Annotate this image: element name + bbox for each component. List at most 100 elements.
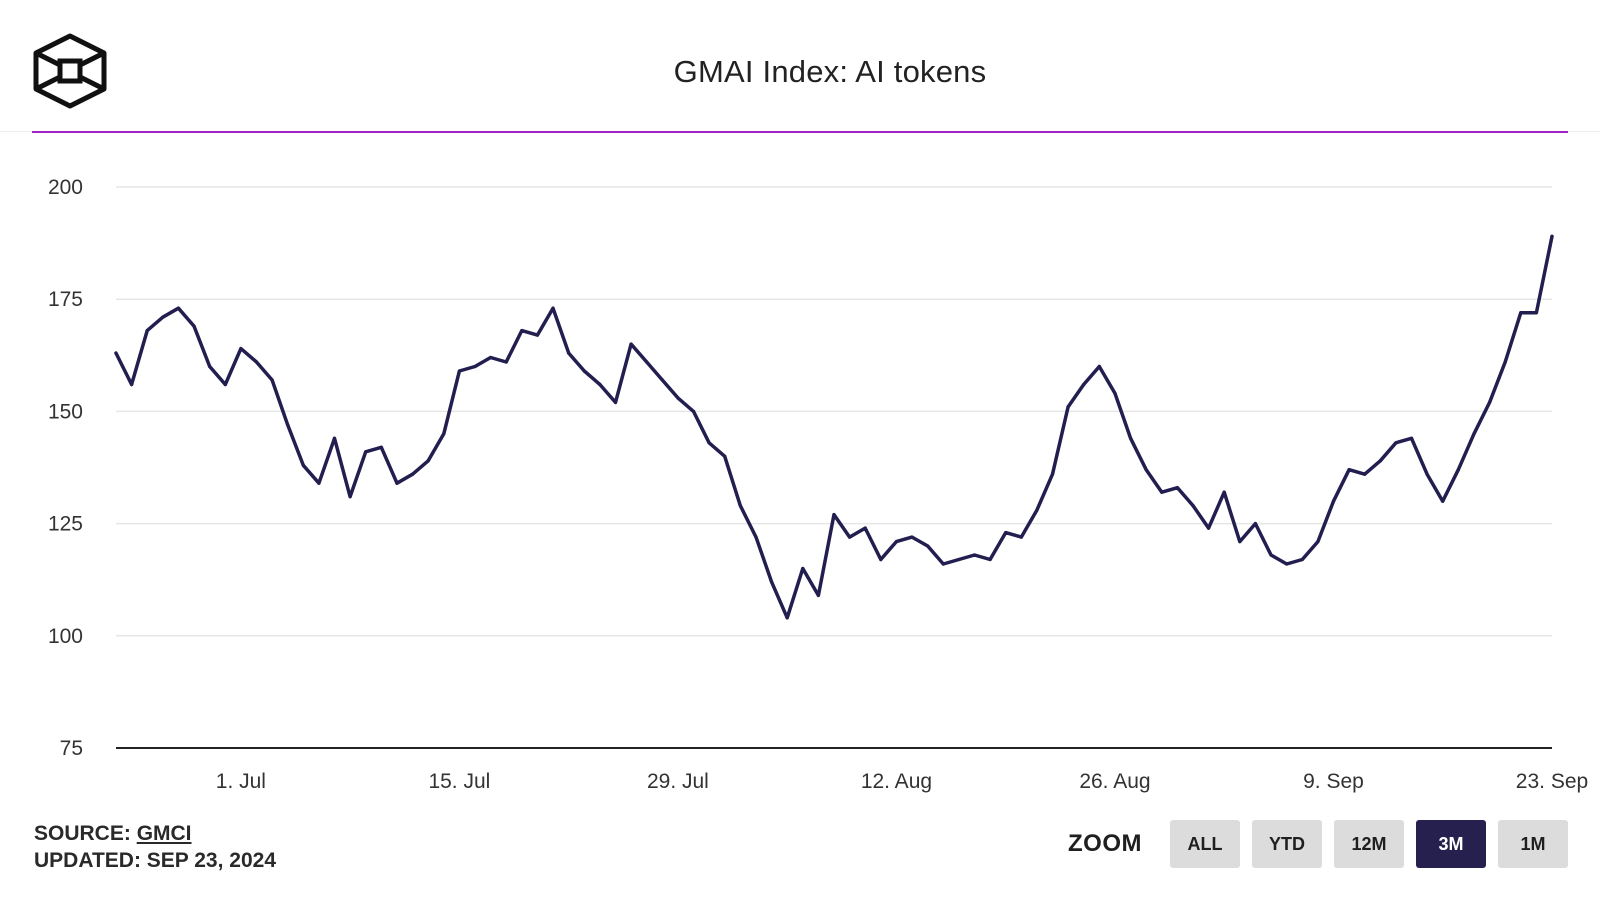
data-point — [1082, 382, 1086, 387]
x-tick-label: 29. Jul — [647, 770, 709, 793]
data-point — [1347, 468, 1351, 472]
x-axis-ticks: 1. Jul 15. Jul 29. Jul 12. Aug 26. Aug 9. Sep… — [216, 770, 1588, 793]
y-tick-label: 100 — [48, 625, 83, 648]
data-point — [988, 557, 992, 562]
data-point — [582, 369, 586, 373]
data-point — [1472, 432, 1476, 436]
data-point — [1550, 234, 1554, 238]
data-point — [1534, 311, 1538, 315]
y-tick-label: 150 — [48, 400, 83, 423]
data-point — [1175, 486, 1179, 490]
data-point — [723, 454, 727, 458]
data-point — [660, 378, 664, 382]
data-point — [941, 562, 945, 566]
grid-lines — [116, 186, 1552, 637]
zoom-3m-button[interactable]: 3M — [1416, 820, 1486, 868]
zoom-label: ZOOM — [1068, 830, 1142, 857]
x-tick-label: 23. Sep — [1516, 770, 1588, 793]
data-point — [1128, 436, 1133, 440]
data-point — [192, 324, 196, 328]
x-tick-label: 15. Jul — [428, 770, 490, 793]
data-point — [1363, 472, 1367, 476]
data-point — [1191, 504, 1195, 508]
zoom-controls: ZOOM ALL YTD 12M 3M 1M — [1068, 820, 1568, 868]
data-point — [504, 360, 508, 364]
footer: SOURCE: GMCI UPDATED: SEP 23, 2024 — [34, 820, 276, 874]
data-point — [254, 360, 259, 364]
data-point — [676, 396, 680, 400]
data-point — [801, 566, 805, 571]
data-point — [1066, 405, 1070, 409]
data-point — [1456, 468, 1460, 472]
data-point — [1050, 472, 1055, 476]
gmci-logo — [33, 33, 107, 109]
data-point — [161, 315, 165, 319]
updated-line: UPDATED: SEP 23, 2024 — [34, 849, 276, 872]
data-point — [239, 346, 243, 351]
data-point — [426, 459, 430, 463]
data-point — [1441, 499, 1445, 503]
data-point — [286, 423, 290, 427]
y-tick-label: 175 — [48, 288, 83, 311]
data-point — [1425, 472, 1429, 476]
data-point — [894, 539, 899, 544]
data-point — [832, 513, 836, 517]
data-point — [551, 306, 555, 310]
data-point — [301, 463, 305, 467]
data-point — [1004, 530, 1008, 535]
series-line-gmai-index[interactable] — [114, 234, 1554, 620]
data-point — [1097, 364, 1101, 369]
zoom-all-button[interactable]: ALL — [1170, 820, 1240, 868]
data-point — [176, 306, 181, 310]
data-point — [1409, 436, 1414, 440]
data-point — [645, 360, 649, 364]
data-point — [1378, 459, 1382, 463]
data-point — [1222, 490, 1226, 494]
zoom-ytd-button[interactable]: YTD — [1252, 820, 1322, 868]
data-point — [457, 369, 461, 373]
x-tick-label: 9. Sep — [1303, 770, 1364, 793]
source-line: SOURCE: GMCI — [34, 820, 276, 847]
data-point — [1238, 539, 1242, 544]
y-tick-label: 125 — [48, 513, 83, 536]
data-point — [613, 400, 618, 405]
data-point — [957, 557, 961, 562]
data-point — [910, 535, 914, 539]
data-points — [114, 234, 1554, 620]
data-point — [926, 544, 930, 548]
accent-divider — [32, 131, 1568, 133]
y-tick-label: 75 — [60, 737, 83, 760]
data-point — [379, 445, 383, 449]
data-point — [473, 364, 477, 369]
data-point — [1300, 557, 1304, 562]
source-link[interactable]: GMCI — [136, 822, 192, 845]
data-point — [145, 329, 149, 333]
y-axis-ticks: 75 100 125 150 175 200 — [48, 176, 83, 760]
data-point — [130, 382, 134, 387]
data-point — [1269, 553, 1273, 557]
data-point — [1207, 526, 1211, 530]
data-point — [1144, 468, 1148, 472]
data-point — [270, 378, 274, 382]
data-point — [1160, 490, 1164, 494]
data-point — [317, 481, 321, 485]
chart-title: GMAI Index: AI tokens — [673, 54, 987, 89]
data-point — [442, 432, 446, 436]
data-point — [707, 441, 711, 445]
data-point — [1253, 522, 1258, 526]
data-point — [848, 535, 852, 539]
zoom-12m-button[interactable]: 12M — [1334, 820, 1404, 868]
data-point — [1113, 391, 1117, 396]
data-point — [332, 436, 337, 440]
data-point — [1035, 508, 1039, 512]
data-point — [691, 409, 696, 413]
data-point — [1331, 499, 1336, 503]
data-point — [520, 329, 524, 333]
data-point — [489, 355, 493, 360]
data-point — [364, 450, 368, 454]
data-point — [769, 580, 774, 584]
zoom-1m-button[interactable]: 1M — [1498, 820, 1568, 868]
source-label: SOURCE: — [34, 822, 137, 845]
x-tick-label: 1. Jul — [216, 770, 266, 793]
